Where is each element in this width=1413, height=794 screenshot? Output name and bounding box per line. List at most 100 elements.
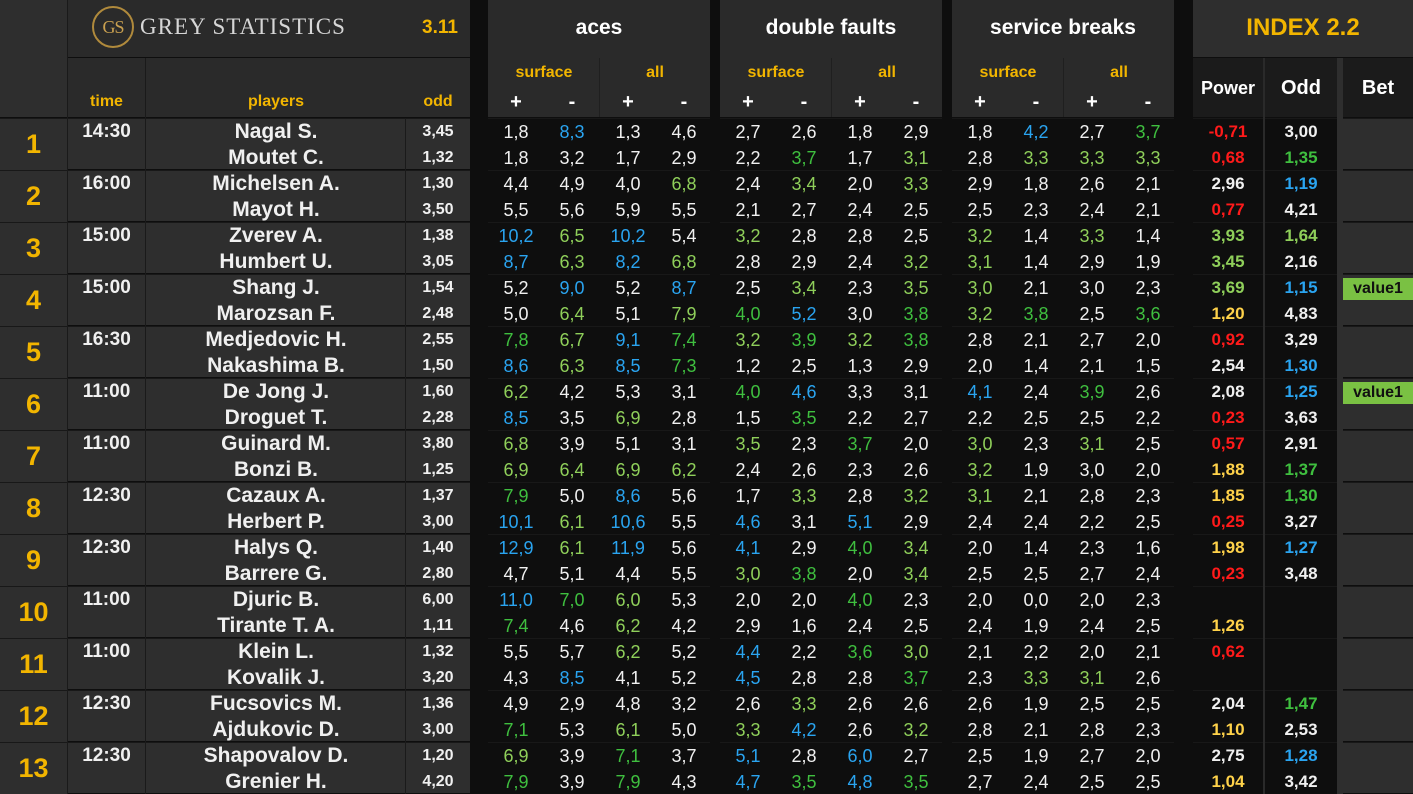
match-time: 11:00 — [82, 433, 131, 454]
stat-value: 9,0 — [559, 277, 585, 298]
stat-value: 2,4 — [735, 459, 761, 480]
stat-value: 4,8 — [847, 771, 873, 792]
stat-value: 4,2 — [791, 719, 817, 740]
index-bg — [1193, 379, 1343, 430]
stat-value: 3,8 — [1023, 303, 1049, 324]
index-odd-value: 1,15 — [1284, 278, 1318, 297]
match-time: 11:00 — [82, 641, 131, 662]
stat-value: 2,6 — [735, 693, 761, 714]
player-name: Nagal S. — [234, 120, 318, 143]
player-name: Marozsan F. — [216, 302, 336, 325]
player-odd: 1,36 — [422, 695, 454, 712]
stat-value: 5,6 — [559, 199, 585, 220]
stat-value: 2,6 — [903, 693, 929, 714]
header-brand-bg — [68, 0, 470, 57]
subheader-divider — [599, 58, 600, 117]
player-name: Moutet C. — [228, 146, 324, 169]
stat-value: 3,5 — [559, 407, 585, 428]
stat-value: 4,0 — [735, 303, 761, 324]
version-label: 3.11 — [422, 17, 458, 38]
stat-value: 3,3 — [791, 693, 817, 714]
stat-value: 3,8 — [903, 329, 929, 350]
stat-value: 5,2 — [615, 277, 641, 298]
index-odd-value: 3,42 — [1284, 772, 1318, 791]
player-name: Klein L. — [238, 640, 314, 663]
group-double-faults: double faults — [765, 16, 897, 39]
stat-value: 2,1 — [967, 641, 993, 662]
subheader-all: all — [878, 64, 896, 81]
bet-badge[interactable]: value1 — [1343, 278, 1413, 300]
subheader-minus: - — [680, 90, 688, 113]
player-odd: 1,11 — [422, 617, 454, 634]
index-bg — [1193, 743, 1343, 794]
stat-value: 2,9 — [903, 511, 929, 532]
stat-value: 3,3 — [735, 719, 761, 740]
stat-value: 7,9 — [503, 771, 529, 792]
gap — [942, 0, 952, 794]
index-odd-value: 3,29 — [1284, 330, 1318, 349]
stat-value: 6,1 — [615, 719, 641, 740]
stat-value: 5,5 — [503, 641, 529, 662]
stat-value: 0,0 — [1023, 589, 1049, 610]
player-odd: 2,55 — [422, 331, 454, 348]
stat-value: 3,4 — [791, 277, 817, 298]
power-value: 1,85 — [1211, 486, 1245, 505]
stat-value: 2,8 — [967, 719, 993, 740]
player-odd: 1,20 — [422, 747, 454, 764]
player-name: De Jong J. — [222, 380, 330, 403]
index-odd-value: 1,25 — [1284, 382, 1318, 401]
stat-value: 4,6 — [671, 121, 697, 142]
stat-value: 7,9 — [615, 771, 641, 792]
stat-value: 2,0 — [847, 563, 873, 584]
player-name: Shapovalov D. — [203, 744, 349, 767]
player-odd: 4,20 — [422, 773, 454, 790]
stat-value: 2,0 — [967, 537, 993, 558]
player-name: Herbert P. — [227, 510, 325, 533]
stat-value: 1,2 — [735, 355, 761, 376]
stat-value: 3,5 — [903, 771, 929, 792]
stat-value: 2,1 — [1023, 277, 1049, 298]
stat-value: 2,0 — [1135, 745, 1161, 766]
index-odd-value: 3,27 — [1284, 512, 1318, 531]
stat-value: 5,1 — [559, 563, 585, 584]
match-time: 15:00 — [82, 225, 131, 246]
stat-value: 4,1 — [735, 537, 761, 558]
stat-value: 6,8 — [671, 173, 697, 194]
stats-bg — [488, 743, 1174, 794]
index-odd-value: 3,48 — [1284, 564, 1318, 583]
stat-value: 3,3 — [1079, 225, 1105, 246]
stat-value: 8,7 — [671, 277, 697, 298]
bet-badge[interactable]: value1 — [1343, 382, 1413, 404]
stat-value: 3,8 — [791, 563, 817, 584]
stat-value: 6,0 — [847, 745, 873, 766]
stat-value: 4,2 — [559, 381, 585, 402]
stat-value: 5,1 — [615, 303, 641, 324]
stat-value: 2,1 — [1135, 199, 1161, 220]
stat-value: 5,5 — [671, 511, 697, 532]
power-value: 0,62 — [1211, 642, 1245, 661]
stat-value: 2,7 — [1079, 329, 1105, 350]
stat-value: 2,1 — [1023, 329, 1049, 350]
stat-value: 2,1 — [1135, 173, 1161, 194]
subheader-plus: + — [974, 90, 986, 113]
player-name: Djuric B. — [232, 588, 320, 611]
stat-value: 2,5 — [1023, 407, 1049, 428]
stat-value: 2,1 — [1023, 485, 1049, 506]
stat-value: 2,5 — [1135, 693, 1161, 714]
player-name: Michelsen A. — [212, 172, 340, 195]
stat-value: 4,6 — [735, 511, 761, 532]
match-number: 2 — [0, 171, 67, 222]
stat-value: 6,0 — [615, 589, 641, 610]
player-name: Mayot H. — [232, 198, 320, 221]
stat-value: 2,9 — [735, 615, 761, 636]
stat-value: 2,2 — [967, 407, 993, 428]
stat-value: 7,9 — [671, 303, 697, 324]
index-bg — [1193, 223, 1343, 274]
index-odd-value: 2,53 — [1284, 720, 1318, 739]
stat-value: 2,4 — [1023, 381, 1049, 402]
subheader-surface: surface — [515, 64, 573, 81]
power-value: 2,75 — [1211, 746, 1245, 765]
stat-value: 5,1 — [847, 511, 873, 532]
stat-value: 1,5 — [735, 407, 761, 428]
stat-value: 5,2 — [791, 303, 817, 324]
